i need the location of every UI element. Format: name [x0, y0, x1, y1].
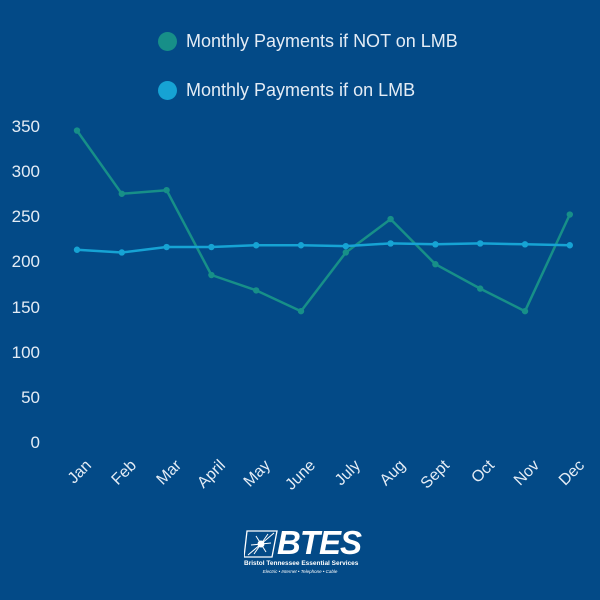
data-point: [297, 242, 305, 249]
lightning-burst-icon: [244, 530, 278, 558]
data-point: [73, 246, 81, 253]
data-point: [118, 249, 126, 256]
data-point: [387, 240, 394, 247]
legend-dot-not-lmb: [158, 32, 177, 51]
logo-company-name: Bristol Tennessee Essential Services: [244, 560, 359, 567]
legend-item-lmb: Monthly Payments if on LMB: [158, 80, 415, 101]
y-tick-label: 250: [11, 207, 40, 227]
data-point: [342, 249, 349, 256]
logo-wordmark: BTES: [277, 524, 362, 561]
data-point: [387, 215, 394, 223]
data-point: [521, 241, 529, 248]
data-point: [208, 271, 215, 279]
data-point: [566, 211, 573, 218]
data-point: [118, 190, 126, 197]
data-point: [253, 242, 260, 249]
legend-label-not-lmb: Monthly Payments if NOT on LMB: [186, 31, 458, 51]
y-tick-label: 200: [11, 252, 40, 272]
series-line: [76, 242, 570, 254]
y-tick-label: 100: [11, 342, 40, 362]
data-point: [566, 242, 573, 249]
series-line: [75, 129, 571, 313]
data-point: [432, 241, 439, 248]
y-tick-label: 0: [30, 433, 40, 452]
btes-logo: BTES Bristol Tennessee Essential Service…: [244, 525, 362, 577]
data-point: [73, 127, 81, 134]
data-point: [477, 240, 484, 247]
y-tick-label: 300: [11, 162, 40, 182]
y-tick-label: 150: [11, 297, 40, 317]
legend-dot-lmb: [158, 81, 177, 100]
data-point: [208, 243, 215, 251]
legend-item-not-lmb: Monthly Payments if NOT on LMB: [158, 31, 458, 52]
data-point: [342, 242, 349, 250]
y-tick-label: 350: [11, 116, 40, 136]
data-point: [432, 261, 439, 268]
y-tick-label: 50: [21, 387, 40, 407]
data-point: [521, 307, 529, 315]
logo-tagline: Electric • Internet • Telephone • Cable: [262, 569, 338, 574]
data-point: [163, 186, 170, 194]
legend-label-lmb: Monthly Payments if on LMB: [186, 80, 416, 100]
data-point: [253, 287, 260, 294]
data-point: [477, 285, 484, 292]
data-point: [297, 307, 305, 315]
data-point: [163, 243, 170, 251]
